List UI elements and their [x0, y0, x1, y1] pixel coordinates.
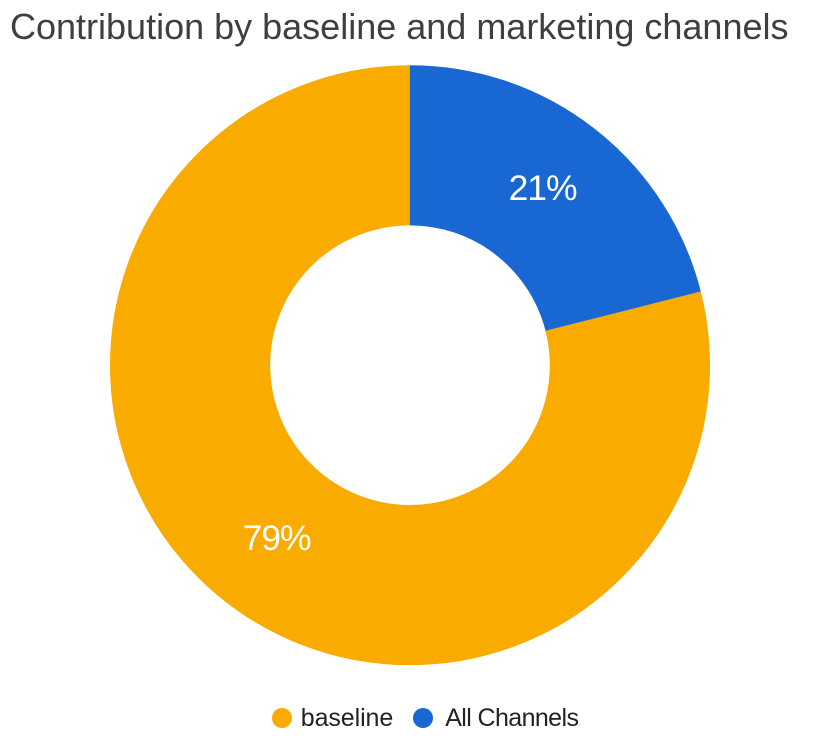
svg-text:21%: 21% [509, 168, 577, 208]
svg-text:79%: 79% [243, 518, 311, 558]
